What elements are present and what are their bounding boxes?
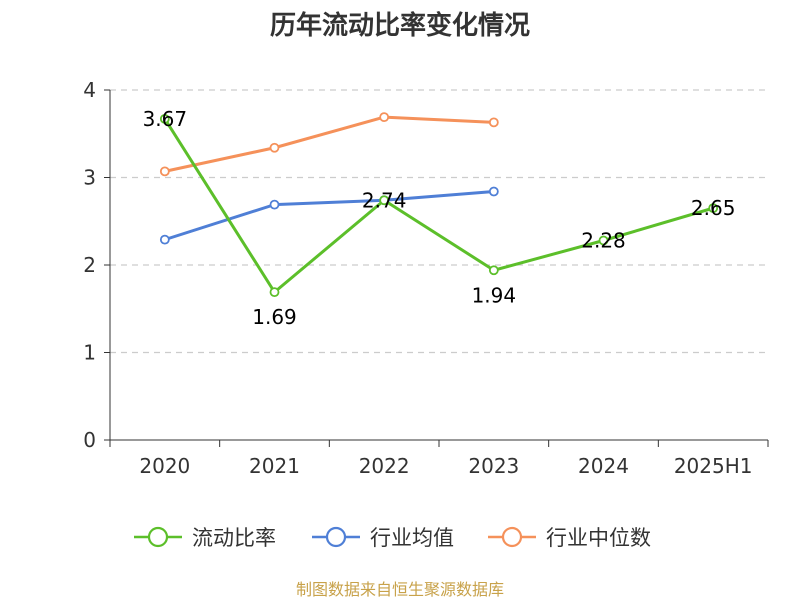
legend-marker [325, 526, 347, 548]
data-label: 2.74 [362, 188, 407, 212]
data-point [159, 234, 170, 245]
legend-item[interactable]: 行业均值 [312, 526, 454, 550]
source-footer: 制图数据来自恒生聚源数据库 [296, 580, 504, 599]
chart-title: 历年流动比率变化情况 [270, 10, 530, 41]
data-label: 1.94 [472, 283, 517, 307]
x-tick-label: 2022 [359, 454, 410, 478]
data-label: 3.67 [143, 107, 188, 131]
y-tick-label: 3 [83, 166, 96, 190]
data-point [488, 265, 499, 276]
x-tick-label: 2023 [468, 454, 519, 478]
series-line [164, 190, 494, 242]
y-tick-label: 2 [83, 253, 96, 277]
data-point [708, 203, 719, 214]
data-point [488, 117, 499, 128]
legend-label: 流动比率 [192, 526, 276, 550]
x-tick-label: 2024 [578, 454, 629, 478]
data-point [159, 113, 170, 124]
data-label: 1.69 [252, 305, 297, 329]
legend-label: 行业中位数 [546, 526, 651, 550]
series-0 [159, 113, 719, 298]
series-line [163, 118, 714, 294]
legend-label: 行业均值 [370, 526, 454, 550]
data-point [269, 142, 280, 153]
series-line [164, 115, 494, 173]
data-labels: 3.67 1.69 2.74 1.94 2.28 2.65 [143, 107, 736, 329]
series-1 [159, 186, 499, 245]
data-label: 2.28 [581, 229, 626, 253]
axes: 0 1 2 3 4 2020 2021 2022 2023 2024 2025H1 [83, 78, 769, 478]
legend-marker [501, 526, 523, 548]
series-2 [159, 112, 499, 177]
y-tick-label: 0 [83, 428, 96, 452]
legend: 流动比率 行业均值 行业中位数 [134, 526, 651, 550]
legend-marker [147, 526, 169, 548]
legend-item[interactable]: 流动比率 [134, 526, 276, 550]
y-tick-label: 1 [83, 341, 96, 365]
data-point [598, 235, 609, 246]
x-tick-label: 2020 [139, 454, 190, 478]
data-point [269, 199, 280, 210]
data-point [269, 287, 280, 298]
data-point [379, 195, 390, 206]
data-point [159, 166, 170, 177]
x-tick-label: 2025H1 [674, 454, 753, 478]
legend-item[interactable]: 行业中位数 [488, 526, 651, 550]
y-tick-label: 4 [83, 78, 96, 102]
data-label: 2.65 [691, 196, 736, 220]
data-point [488, 186, 499, 197]
x-tick-label: 2021 [249, 454, 300, 478]
series [159, 112, 719, 298]
data-point [379, 112, 390, 123]
